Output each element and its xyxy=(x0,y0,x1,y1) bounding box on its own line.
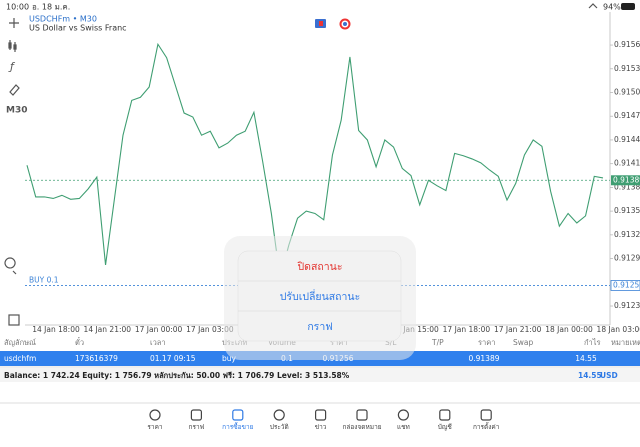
x-tick-label: 17 Jan 18:00 xyxy=(443,325,491,334)
tab-icon xyxy=(190,409,202,421)
tab[interactable]: บัญชี xyxy=(438,409,453,431)
x-tick-label: 18 Jan 00:00 xyxy=(545,325,593,334)
chart-symbol: USDCHFm • M30 xyxy=(29,15,97,24)
timeframe-label[interactable]: M30 xyxy=(6,106,27,116)
left-toolbar[interactable]: ƒ xyxy=(4,18,20,326)
tab-icon xyxy=(273,409,285,421)
cell-profit[interactable]: 14.55 xyxy=(575,354,597,363)
context-menu: ปิดสถานะ ปรับเปลี่ยนสถานะ กราฟ xyxy=(237,250,402,342)
balance-currency: USD xyxy=(600,371,618,380)
tab-icon xyxy=(397,409,409,421)
cell-type[interactable]: buy xyxy=(222,354,237,363)
tab-label[interactable]: แชท xyxy=(397,423,410,431)
tab-label[interactable]: ประวัติ xyxy=(270,423,289,431)
menu-close-position[interactable]: ปิดสถานะ xyxy=(297,261,342,273)
tab[interactable]: กราฟ xyxy=(189,409,205,431)
balance-profit: 14.55 xyxy=(578,371,602,380)
cell-time[interactable]: 01.17 09:15 xyxy=(150,354,196,363)
price-line xyxy=(26,42,604,279)
menu-chart[interactable]: กราฟ xyxy=(307,321,332,333)
balance-summary: Balance: 1 742.24 Equity: 1 756.79 หลักป… xyxy=(4,371,350,380)
x-tick-label: 18 Jan 03:00 xyxy=(597,325,640,334)
x-tick-label: 17 Jan 03:00 xyxy=(186,325,234,334)
tab-icon xyxy=(439,409,451,421)
x-tick-label: 17 Jan 21:00 xyxy=(494,325,542,334)
status-time: 10:00 xyxy=(6,3,29,12)
tab[interactable]: การซื้อขาย xyxy=(222,409,254,431)
column-header: เวลา xyxy=(150,338,166,347)
column-header: หมายเหตุ xyxy=(611,338,640,347)
column-header: ราคา xyxy=(478,338,495,347)
svg-text:ƒ: ƒ xyxy=(8,60,16,73)
status-date: อ. 18 ม.ค. xyxy=(32,3,70,12)
buy-label-bg xyxy=(610,280,640,291)
tab-icon xyxy=(480,409,492,421)
tab[interactable]: การตั้งค่า xyxy=(473,409,500,431)
tab-icon xyxy=(232,409,244,421)
chart-description: US Dollar vs Swiss Franc xyxy=(29,24,127,33)
tab-icon xyxy=(356,409,368,421)
column-header: T/P xyxy=(431,338,444,347)
column-header: ตั๋ว xyxy=(75,337,84,347)
column-header: สัญลักษณ์ xyxy=(4,338,36,347)
buy-line-label: BUY 0.1 xyxy=(29,275,59,284)
tab-label[interactable]: การตั้งค่า xyxy=(473,422,500,431)
buy-price-label: 0.91256 xyxy=(613,280,640,289)
tab-label[interactable]: ราคา xyxy=(147,423,162,431)
tab[interactable]: ประวัติ xyxy=(270,409,289,431)
column-header: Swap xyxy=(513,338,533,347)
cell-current-price[interactable]: 0.91389 xyxy=(468,354,499,363)
tab[interactable]: แชท xyxy=(397,409,410,431)
tab-label[interactable]: กล่องจดหมาย xyxy=(342,423,381,431)
balance-bg xyxy=(0,368,640,382)
tab-icon xyxy=(149,409,161,421)
x-tick-label: 14 Jan 18:00 xyxy=(32,325,80,334)
tab-label[interactable]: ข่าว xyxy=(315,423,327,431)
column-header: กำไร xyxy=(584,338,601,347)
tab[interactable]: ราคา xyxy=(147,409,163,431)
tab-label[interactable]: การซื้อขาย xyxy=(222,422,253,431)
tab-label[interactable]: กราฟ xyxy=(189,423,205,431)
bid-label-bg xyxy=(611,175,640,186)
tab-icon xyxy=(315,409,327,421)
tab[interactable]: กล่องจดหมาย xyxy=(342,409,382,431)
y-tick-label: 0.91230 xyxy=(614,301,640,310)
bid-label: 0.91389 xyxy=(613,175,640,184)
menu-modify-position[interactable]: ปรับเปลี่ยนสถานะ xyxy=(280,289,360,303)
cell-ticket[interactable]: 173616379 xyxy=(75,354,118,363)
tab-label[interactable]: บัญชี xyxy=(438,423,453,431)
chart-badges xyxy=(315,18,351,30)
tab-bar: ราคา กราฟ การซื้อขาย ประวัติ ข่าว กล่องจดหมาย… xyxy=(147,409,500,431)
x-tick-label: 17 Jan 00:00 xyxy=(135,325,183,334)
status-icons xyxy=(588,3,635,10)
cell-symbol[interactable]: usdchfm xyxy=(4,354,36,363)
x-tick-label: 14 Jan 21:00 xyxy=(84,325,132,334)
tab[interactable]: ข่าว xyxy=(315,409,327,431)
status-battery: 94% xyxy=(603,3,621,12)
